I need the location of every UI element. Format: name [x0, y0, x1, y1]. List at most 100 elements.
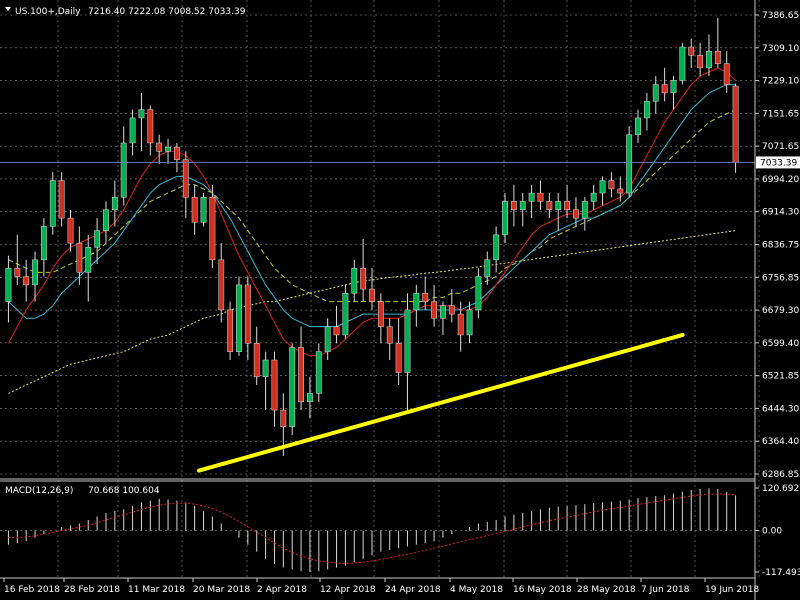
candle [324, 318, 331, 361]
candle-body [333, 326, 340, 336]
time-tick-label: 11 Mar 2018 [128, 585, 185, 595]
candle [111, 180, 118, 227]
candle [697, 42, 704, 77]
candle [528, 184, 535, 219]
candle [564, 184, 570, 219]
candle-body [723, 63, 730, 85]
candle-body [315, 351, 322, 394]
candle-body [626, 134, 633, 194]
candle [360, 238, 367, 302]
time-tick-label: 16 Feb 2018 [4, 585, 60, 595]
candle [40, 218, 47, 277]
ma-mid-path [8, 84, 736, 328]
candle [573, 197, 579, 227]
candle [617, 176, 624, 202]
candle-body [635, 117, 641, 135]
candle-body [502, 201, 508, 236]
candle [475, 268, 482, 319]
candle [14, 234, 21, 285]
candle-body [262, 359, 269, 377]
candle [289, 343, 296, 436]
candle-body [395, 343, 402, 373]
price-tick-label: 7229.10 [762, 77, 799, 87]
price-axis[interactable]: 7386.65 7309.10 7229.10 7151.65 7071.65 6994.… [755, 11, 799, 480]
candle [342, 284, 349, 340]
candle-body [218, 259, 225, 311]
candle-body [138, 109, 145, 119]
candle-body [386, 326, 393, 344]
candle [49, 172, 56, 235]
candle-body [581, 201, 588, 219]
candle-body [510, 201, 517, 211]
candle-body [40, 226, 47, 261]
price-tick-label: 6679.30 [762, 306, 799, 316]
candle [555, 193, 562, 231]
candle [32, 251, 38, 302]
candle [679, 42, 686, 85]
ma-200-path [8, 230, 736, 394]
candle [369, 268, 375, 310]
candle-body [120, 142, 127, 198]
candle-body [200, 196, 207, 223]
candle [200, 193, 207, 227]
ma-fast-path [7, 67, 736, 357]
dropdown-triangle-icon[interactable] [5, 7, 11, 11]
candle [395, 318, 402, 386]
candle [174, 142, 180, 173]
support-trendline[interactable] [197, 332, 685, 473]
candle [227, 301, 234, 361]
candle [262, 351, 269, 411]
candle [422, 276, 429, 310]
price-tick-label: 7386.65 [762, 11, 799, 21]
candle [165, 138, 171, 164]
candle-body [67, 217, 74, 244]
candle-body [377, 301, 384, 327]
candle-body [23, 276, 30, 286]
time-axis[interactable]: 16 Feb 2018 28 Feb 2018 11 Mar 2018 20 Mar … [3, 578, 759, 595]
macd-histogram [7, 488, 737, 572]
candle-body [253, 343, 260, 377]
candle [661, 67, 668, 102]
candle [510, 184, 517, 227]
candle-body [732, 85, 739, 163]
candle-body [280, 409, 287, 428]
candle-body [324, 326, 331, 352]
candle [94, 218, 101, 265]
candle [147, 105, 154, 156]
candle-body [94, 230, 101, 248]
current-price-tag: 7033.39 [756, 156, 800, 169]
macd-signal-line [8, 493, 736, 564]
candle-body [555, 201, 562, 211]
candle [76, 226, 83, 285]
candle [156, 134, 163, 164]
candle [307, 376, 313, 419]
macd-signal-path [8, 493, 736, 564]
price-tick-label: 7309.10 [762, 44, 799, 54]
candle-body [49, 180, 56, 227]
candle [688, 38, 695, 68]
candle-body [342, 292, 349, 336]
time-tick-label: 2 Apr 2018 [257, 585, 307, 595]
candle-body [298, 347, 304, 402]
candle [537, 180, 544, 210]
candle-body [5, 267, 12, 302]
trendline-path[interactable] [197, 332, 685, 473]
candle [635, 109, 641, 143]
candle [315, 343, 322, 402]
candle [236, 276, 242, 356]
time-tick-label: 24 Apr 2018 [385, 585, 441, 595]
candle-body [564, 201, 570, 211]
candle-body [413, 292, 420, 311]
candle-body [244, 284, 251, 344]
time-tick-label: 16 May 2018 [513, 585, 572, 595]
candle [209, 184, 216, 269]
price-tick-label: 6286.85 [762, 470, 799, 480]
price-tick-label: 7071.65 [762, 142, 799, 152]
candle-body [714, 50, 721, 64]
candle [493, 226, 500, 273]
candle [333, 305, 340, 344]
candle-body [404, 309, 411, 373]
candle [218, 243, 225, 323]
candle-body [422, 292, 429, 302]
